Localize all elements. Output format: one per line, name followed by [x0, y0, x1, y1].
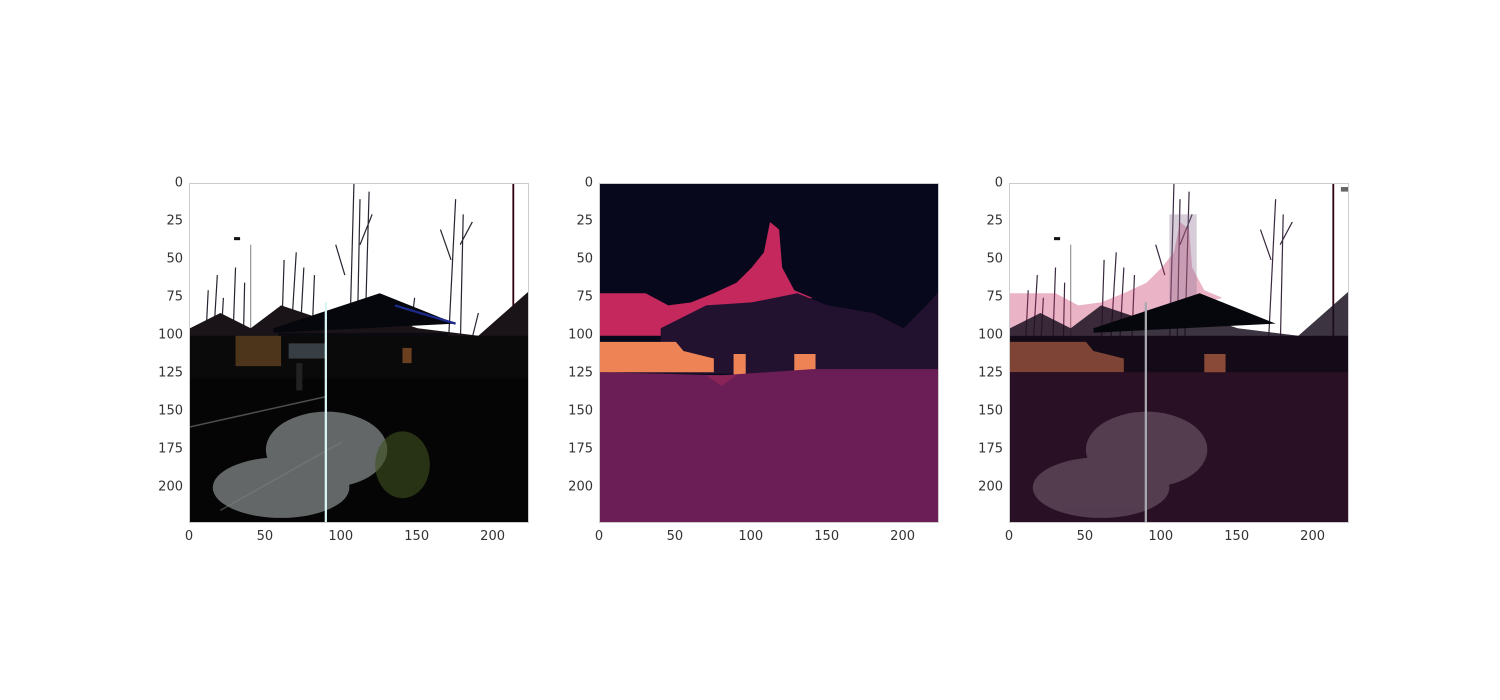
y-tick-label: 100: [978, 327, 1003, 343]
x-tick-label: 150: [1224, 529, 1250, 544]
y-tick-label: 0: [174, 175, 183, 191]
y-tick-label: 75: [166, 289, 183, 305]
y-tick-label: 175: [158, 441, 183, 457]
y-tick-label: 200: [158, 479, 183, 495]
y-tick-label: 125: [158, 365, 183, 381]
y-tick-label: 125: [568, 365, 593, 381]
y-tick-label: 0: [584, 175, 593, 191]
x-tick-label: 50: [666, 529, 684, 544]
y-tick-label: 50: [986, 251, 1003, 267]
y-tick-label: 25: [166, 213, 183, 229]
x-tick-label: 150: [404, 529, 430, 544]
x-tick-label: 0: [594, 529, 604, 544]
x-tick-label: 0: [1004, 529, 1014, 544]
x-tick-label: 50: [1076, 529, 1094, 544]
photo-image: [189, 183, 529, 523]
y-tick-label: 100: [158, 327, 183, 343]
y-tick-label: 0: [994, 175, 1003, 191]
y-tick-label: 50: [576, 251, 593, 267]
x-tick-label: 200: [890, 529, 916, 544]
overlay-image: [1009, 183, 1349, 523]
x-tick-label: 200: [480, 529, 506, 544]
y-tick-label: 150: [978, 403, 1003, 419]
x-tick-label: 0: [184, 529, 194, 544]
y-tick-label: 100: [568, 327, 593, 343]
x-tick-label: 50: [256, 529, 274, 544]
x-tick-label: 150: [814, 529, 840, 544]
x-tick-label: 200: [1300, 529, 1326, 544]
y-tick-label: 150: [568, 403, 593, 419]
y-tick-label: 25: [986, 213, 1003, 229]
y-tick-label: 125: [978, 365, 1003, 381]
y-tick-label: 200: [568, 479, 593, 495]
panel-segmentation-map: 0 50 100 150 200 0 25 50 75 100 125 150 …: [568, 177, 939, 543]
y-tick-label: 200: [978, 479, 1003, 495]
segmentation-image: [599, 183, 939, 523]
y-tick-label: 175: [978, 441, 1003, 457]
y-tick-label: 150: [158, 403, 183, 419]
y-tick-label: 175: [568, 441, 593, 457]
y-tick-label: 25: [576, 213, 593, 229]
panel-original-photo: 0 50 100 150 200 0 25 50 75 100 125 150 …: [158, 177, 529, 543]
y-tick-label: 75: [986, 289, 1003, 305]
panel-overlay: 0 50 100 150 200 0 25 50 75 100 125 150 …: [978, 177, 1349, 543]
x-tick-label: 100: [738, 529, 764, 544]
x-tick-label: 100: [1148, 529, 1174, 544]
x-tick-label: 100: [328, 529, 354, 544]
y-tick-label: 75: [576, 289, 593, 305]
y-tick-label: 50: [166, 251, 183, 267]
